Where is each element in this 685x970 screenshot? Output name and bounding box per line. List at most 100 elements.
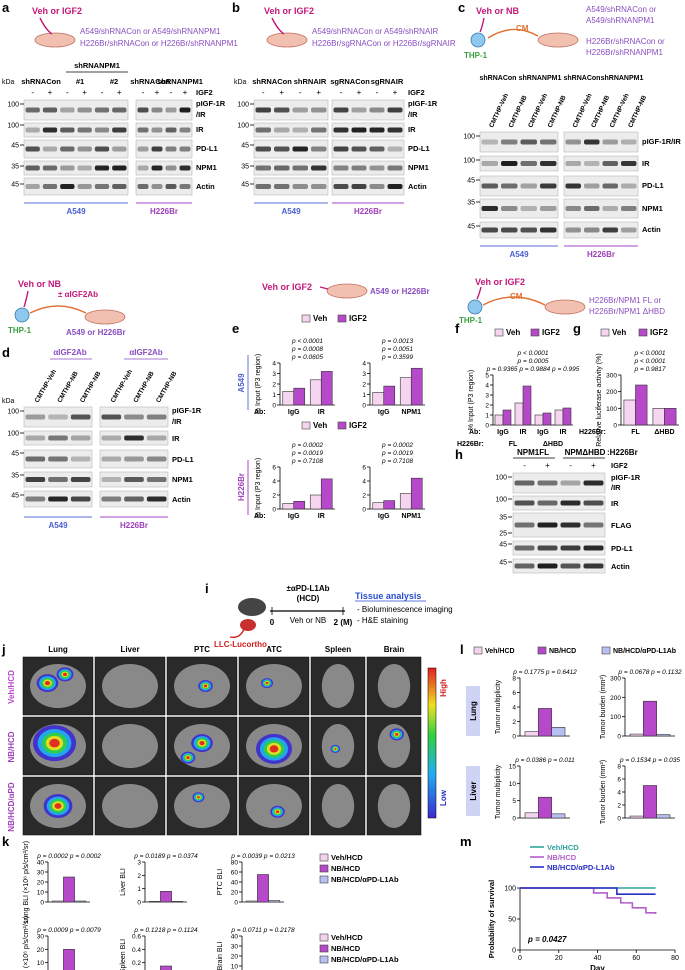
y-tick-label: 2 xyxy=(512,719,516,726)
row-label: NPM1 xyxy=(642,204,663,213)
label: THP-1 xyxy=(459,316,483,325)
p-value: p = 0.0189 p = 0.0374 xyxy=(133,853,198,860)
kda-label: 100 xyxy=(495,497,507,504)
band xyxy=(540,139,557,145)
y-axis-label: Probability of survival xyxy=(487,880,496,958)
bar xyxy=(293,387,306,406)
panel-letter: k xyxy=(2,834,10,849)
y-tick-label: 80 xyxy=(231,860,239,867)
y-tick-label: 5 xyxy=(485,373,489,380)
label: + xyxy=(545,461,550,470)
band xyxy=(146,477,167,482)
row-label: PD-L1 xyxy=(196,144,218,153)
y-axis-label: % Input (P3 region) xyxy=(468,370,475,430)
kda-label: 45 xyxy=(11,143,19,150)
bar xyxy=(399,377,412,406)
band xyxy=(565,139,581,145)
bar xyxy=(383,500,396,510)
legend-swatch xyxy=(494,328,504,337)
y-tick-label: 0 xyxy=(485,423,489,430)
bar xyxy=(542,412,552,426)
signal xyxy=(334,747,337,750)
label: - xyxy=(31,88,34,97)
row-label: pIGF-1R xyxy=(408,99,438,108)
row-label: Actin xyxy=(172,495,191,504)
label: - xyxy=(262,88,265,97)
label: NPM1FL xyxy=(517,448,549,457)
band xyxy=(540,227,557,233)
y-tick-label: 100 xyxy=(504,886,516,893)
label: shRNANPM1 xyxy=(157,77,203,86)
label: - xyxy=(142,88,145,97)
signal xyxy=(54,803,62,809)
label: 0 xyxy=(270,618,275,627)
y-tick-label: 6 xyxy=(272,465,276,472)
row-label: pIGF-1R xyxy=(611,473,641,482)
band xyxy=(292,146,308,152)
y-axis-label: Tumor burden (mm²) xyxy=(600,675,607,739)
band xyxy=(351,127,367,133)
p-value: p = 0.9817 xyxy=(634,366,666,373)
label: + xyxy=(48,88,53,97)
kda-label: 100 xyxy=(7,123,19,130)
bar xyxy=(383,385,396,406)
y-tick-label: 6 xyxy=(512,690,516,697)
label: - xyxy=(101,88,104,97)
blot-strip xyxy=(99,406,169,428)
y-tick-label: 3 xyxy=(362,371,366,378)
label: NPMΔHBD xyxy=(565,448,606,457)
blot-strip xyxy=(253,160,329,176)
label: H226Br/shRNANPM1 xyxy=(586,48,663,57)
band xyxy=(274,127,290,133)
p-value: p = 0.0009 p = 0.0079 xyxy=(36,927,101,934)
blot-strip xyxy=(135,122,193,138)
y-tick-label: 200 xyxy=(606,389,617,396)
label: THP-1 xyxy=(464,51,488,60)
row-label: NB/HCD xyxy=(7,731,16,762)
band xyxy=(112,146,127,152)
panel-letter: l xyxy=(460,642,464,657)
label: Veh or IGF2 xyxy=(262,282,312,292)
band xyxy=(101,496,122,502)
bar xyxy=(160,891,172,903)
band xyxy=(520,227,537,233)
band xyxy=(311,127,327,133)
lane-label: CMTHP-NB xyxy=(56,370,80,404)
x-tick-label: IgG xyxy=(288,513,300,520)
bar xyxy=(268,900,281,903)
row-label: Actin xyxy=(642,225,661,234)
band xyxy=(112,107,127,113)
blot-strip xyxy=(331,139,405,159)
label: kDa xyxy=(2,398,15,405)
label: LLC-Lucortho xyxy=(214,640,267,649)
bar xyxy=(623,399,636,426)
blot-strip xyxy=(331,160,405,176)
bar xyxy=(309,379,322,406)
label: ±αPD-L1Ab xyxy=(286,584,329,593)
y-tick-label: 10 xyxy=(509,781,517,788)
signal xyxy=(394,732,399,736)
band xyxy=(124,456,144,462)
band xyxy=(274,165,290,171)
y-tick-label: 10 xyxy=(37,890,45,897)
arrow xyxy=(23,290,29,308)
band xyxy=(77,127,92,133)
band xyxy=(351,146,367,152)
arrow xyxy=(476,286,482,300)
band xyxy=(25,477,46,482)
band xyxy=(94,165,110,171)
blot-strip xyxy=(23,160,129,176)
label: H226Br: xyxy=(457,441,484,448)
signal xyxy=(265,681,269,685)
band xyxy=(70,477,91,482)
band xyxy=(274,146,290,152)
label: shRNANPM1 xyxy=(519,75,562,82)
label: sgRNACon xyxy=(330,77,370,86)
bar xyxy=(293,500,306,510)
blot-strip xyxy=(331,122,405,138)
band xyxy=(387,146,403,152)
p-value: p = 0.3599 xyxy=(381,354,413,361)
band xyxy=(565,161,581,166)
p-value: p < 0.0001 xyxy=(634,350,666,357)
label: CM xyxy=(510,292,523,301)
